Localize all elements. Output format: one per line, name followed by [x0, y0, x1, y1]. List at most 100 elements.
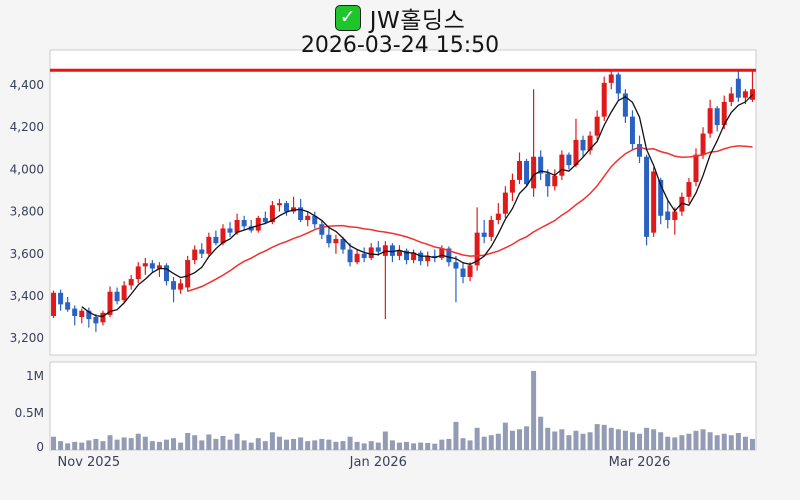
volume-bar — [411, 443, 417, 450]
volume-axis-labels: 0 0.5M 1M — [15, 369, 44, 454]
candle — [644, 154, 650, 246]
volume-tick-label: 0.5M — [15, 406, 44, 420]
candle — [192, 245, 198, 265]
candle — [481, 220, 487, 244]
candle — [171, 276, 177, 303]
candle — [404, 248, 410, 265]
price-tick-label: 4,400 — [10, 78, 44, 92]
volume-bar — [178, 442, 184, 450]
candle — [114, 287, 120, 305]
volume-bar — [305, 441, 311, 450]
volume-bar — [580, 433, 586, 450]
volume-bar — [686, 433, 692, 450]
volume-bar — [453, 421, 459, 450]
volume-bar — [735, 432, 741, 450]
candle — [396, 245, 402, 261]
price-tick-label: 4,000 — [10, 162, 44, 176]
price-tick-label: 3,200 — [10, 331, 44, 345]
datetime-subtitle: 2026-03-24 15:50 — [300, 33, 500, 58]
candle — [178, 279, 184, 294]
volume-bar — [474, 427, 480, 450]
volume-bar — [481, 436, 487, 450]
candle — [156, 262, 162, 277]
price-tick-label: 4,200 — [10, 120, 44, 134]
candle — [622, 89, 628, 123]
volume-bar — [467, 440, 473, 450]
volume-bar — [707, 432, 713, 450]
volume-tick-label: 1M — [26, 369, 44, 383]
checkbox-checked-icon: ✓ — [334, 4, 361, 31]
candle — [354, 249, 360, 265]
candle — [312, 211, 318, 229]
volume-bar — [354, 441, 360, 450]
volume-bar — [185, 432, 191, 450]
candle — [425, 251, 431, 267]
candle — [375, 241, 381, 256]
candle — [679, 192, 685, 216]
volume-bar — [333, 441, 339, 450]
volume-bar — [700, 429, 706, 450]
volume-bar — [608, 427, 614, 450]
candle — [199, 243, 205, 258]
volume-bar — [644, 427, 650, 450]
candle — [65, 296, 71, 312]
volume-bar — [58, 441, 64, 450]
volume-bar — [432, 443, 438, 450]
candle — [51, 290, 57, 319]
candle — [149, 260, 155, 273]
candle — [389, 243, 395, 263]
price-tick-label: 3,600 — [10, 247, 44, 261]
volume-bar — [276, 436, 282, 450]
volume-bar — [114, 439, 120, 450]
candle — [453, 255, 459, 303]
candle — [637, 135, 643, 164]
volume-bar — [269, 432, 275, 450]
volume-bar — [446, 438, 452, 450]
candle — [665, 201, 671, 229]
candle — [460, 262, 466, 284]
price-panel — [49, 49, 757, 356]
volume-bar — [262, 441, 268, 450]
candles — [51, 70, 755, 332]
volume-bar — [573, 430, 579, 450]
candle — [580, 135, 586, 157]
candle — [615, 72, 621, 100]
volume-bar — [312, 440, 318, 450]
candle — [728, 87, 734, 107]
volume-bar — [51, 436, 57, 450]
candle — [262, 211, 268, 225]
volume-bar — [693, 430, 699, 450]
volume-bar — [749, 438, 755, 450]
volume-bar — [128, 438, 134, 450]
volume-bar — [340, 441, 346, 450]
volume-bar — [488, 435, 494, 450]
volume-bar — [149, 441, 155, 450]
volume-bar — [531, 370, 537, 450]
volume-bar — [163, 439, 169, 450]
chart-header: ✓ JW홀딩스 2026-03-24 15:50 — [0, 2, 800, 58]
volume-bar — [396, 442, 402, 450]
volume-bar — [213, 438, 219, 450]
volume-bar — [658, 432, 664, 450]
volume-bar — [361, 443, 367, 450]
volume-bar — [404, 441, 410, 450]
volume-bar — [171, 438, 177, 450]
candle — [474, 207, 480, 271]
price-tick-label: 3,400 — [10, 289, 44, 303]
candle — [749, 70, 755, 102]
candle — [248, 220, 254, 233]
time-axis-labels: Nov 2025 Jan 2026 Mar 2026 — [58, 455, 671, 470]
volume-bar — [552, 431, 558, 450]
candle — [319, 220, 325, 239]
volume-bar — [135, 433, 141, 450]
candle — [185, 255, 191, 292]
volume-bar — [192, 435, 198, 450]
candle — [524, 158, 530, 187]
candle — [72, 305, 78, 326]
candle — [298, 198, 304, 223]
volume-bar — [509, 430, 515, 450]
candle — [276, 198, 282, 212]
volume-bars — [51, 370, 755, 450]
volume-bar — [107, 435, 113, 450]
volume-bar — [86, 440, 92, 450]
